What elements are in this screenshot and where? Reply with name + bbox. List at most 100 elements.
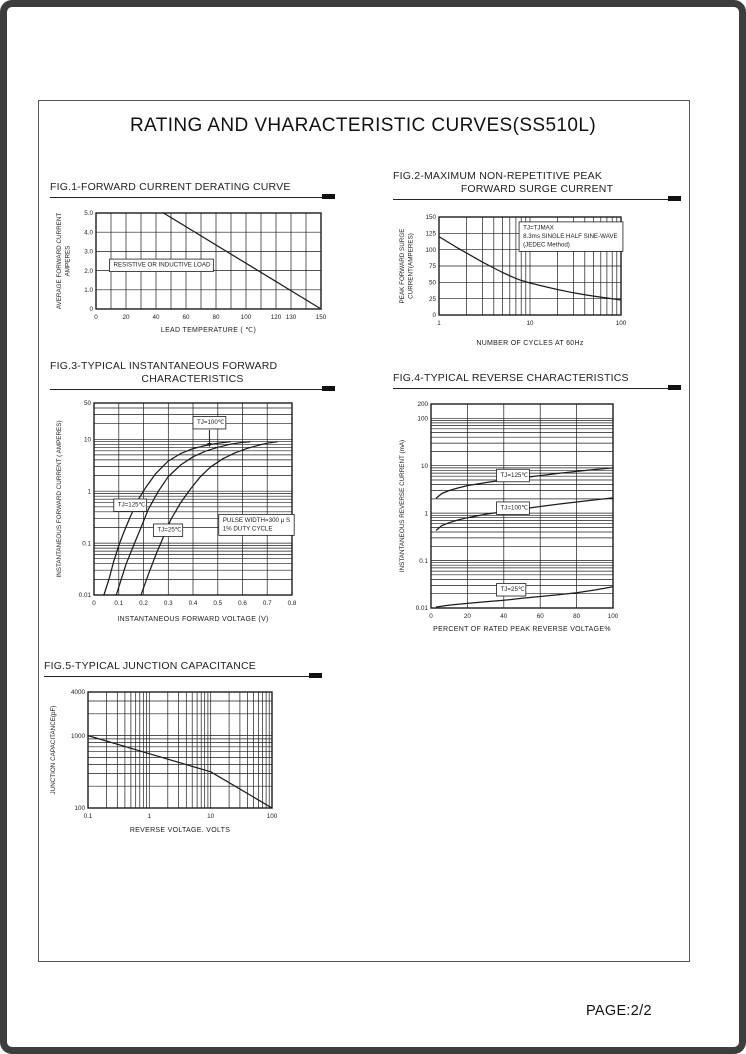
svg-text:4000: 4000 <box>71 689 86 696</box>
figure-1-derating-curve: FIG.1-FORWARD CURRENT DERATING CURVE 0 20… <box>50 181 335 345</box>
svg-text:125: 125 <box>425 231 436 238</box>
svg-text:3.0: 3.0 <box>84 249 93 256</box>
figure-2-surge-current: FIG.2-MAXIMUM NON-REPETITIVE PEAK FORWAR… <box>393 170 681 359</box>
svg-text:120: 120 <box>271 314 282 321</box>
svg-text:40: 40 <box>500 613 508 620</box>
svg-text:TJ=125℃: TJ=125℃ <box>501 472 529 479</box>
fig5-capacitance-chart: 0.1 1 10 100 100 1000 4000 REVERSE VOLTAGE. VOL… <box>50 689 278 834</box>
svg-text:60: 60 <box>182 314 190 321</box>
title-underline-mark <box>668 196 681 202</box>
svg-text:0.5: 0.5 <box>213 600 222 607</box>
svg-text:0.3: 0.3 <box>164 600 173 607</box>
svg-text:0: 0 <box>432 312 436 319</box>
svg-text:25: 25 <box>429 296 437 303</box>
fig1-derating-chart: 0 20 40 60 80 100 120 130 150 0 1.0 2.0 3.0 4.0 5.0 LEA… <box>56 210 327 334</box>
svg-text:PULSE WIDTH=300 μ S: PULSE WIDTH=300 μ S <box>223 517 290 524</box>
svg-text:60: 60 <box>537 613 545 620</box>
svg-text:4.0: 4.0 <box>84 230 93 237</box>
svg-text:40: 40 <box>152 314 160 321</box>
svg-text:1: 1 <box>87 489 91 496</box>
title-underline-mark <box>322 194 335 200</box>
svg-text:0.4: 0.4 <box>189 600 198 607</box>
svg-text:10: 10 <box>84 437 92 444</box>
title-underline-mark <box>309 673 322 679</box>
svg-text:TJ=25℃: TJ=25℃ <box>157 527 181 534</box>
figure-5-title: FIG.5-TYPICAL JUNCTION CAPACITANCE <box>44 660 322 679</box>
page-title: RATING AND VHARACTERISTIC CURVES(SS510L) <box>129 115 597 136</box>
svg-text:0.8: 0.8 <box>288 600 297 607</box>
svg-text:TJ=25℃: TJ=25℃ <box>501 586 525 593</box>
svg-text:8.3ms SINGLE HALF SINE-WAVE: 8.3ms SINGLE HALF SINE-WAVE <box>523 233 618 240</box>
svg-text:75: 75 <box>429 263 437 270</box>
svg-text:INSTANTANEOUS FORWARD CURRENT: INSTANTANEOUS FORWARD CURRENT ( AMPERES) <box>56 421 63 578</box>
figure-4-reverse-characteristics: FIG.4-TYPICAL REVERSE CHARACTERISTICS 0 2… <box>393 372 681 644</box>
svg-text:0.1: 0.1 <box>82 541 91 548</box>
svg-text:NUMBER OF CYCLES AT 60Hz: NUMBER OF CYCLES AT 60Hz <box>476 340 583 347</box>
svg-text:0: 0 <box>94 314 98 321</box>
svg-text:100: 100 <box>74 805 85 812</box>
svg-text:TJ=125℃: TJ=125℃ <box>118 502 146 509</box>
svg-text:100: 100 <box>608 613 619 620</box>
svg-text:1: 1 <box>148 813 152 820</box>
svg-text:0.2: 0.2 <box>139 600 148 607</box>
figure-2-title-line1: FIG.2-MAXIMUM NON-REPETITIVE PEAK <box>393 170 603 182</box>
svg-text:150: 150 <box>425 214 436 221</box>
figure-3-title-line2: CHARACTERISTICS <box>141 373 244 386</box>
svg-text:1000: 1000 <box>71 733 86 740</box>
svg-text:INSTANTANEOUS REVERSE CURRENT: INSTANTANEOUS REVERSE CURRENT (mA) <box>399 440 406 572</box>
svg-text:0.1: 0.1 <box>419 558 428 565</box>
figure-1-title-line: FIG.1-FORWARD CURRENT DERATING CURVE <box>50 181 291 193</box>
svg-text:0.1: 0.1 <box>114 600 123 607</box>
svg-text:PERCENT OF RATED PEAK REVERSE: PERCENT OF RATED PEAK REVERSE VOLTAGE% <box>433 626 611 633</box>
svg-text:0.7: 0.7 <box>263 600 272 607</box>
figure-4-title-line: FIG.4-TYPICAL REVERSE CHARACTERISTICS <box>393 372 629 384</box>
figure-4-title: FIG.4-TYPICAL REVERSE CHARACTERISTICS <box>393 372 681 391</box>
svg-text:100: 100 <box>417 416 428 423</box>
svg-text:130: 130 <box>286 314 297 321</box>
svg-text:0.01: 0.01 <box>416 605 429 612</box>
svg-text:100: 100 <box>425 247 436 254</box>
fig2-surge-chart: 1 10 100 0 25 50 75 100 125 150 NUMBER OF CYCLES A… <box>399 214 627 347</box>
svg-text:1: 1 <box>424 510 428 517</box>
svg-text:10: 10 <box>421 463 429 470</box>
svg-text:20: 20 <box>464 613 472 620</box>
title-underline-mark <box>322 386 335 392</box>
svg-text:TJ=100℃: TJ=100℃ <box>197 419 225 426</box>
svg-text:200: 200 <box>417 401 428 408</box>
svg-text:1: 1 <box>437 320 441 327</box>
title-underline-mark <box>668 385 681 391</box>
figure-3-title-line1: FIG.3-TYPICAL INSTANTANEOUS FORWARD <box>50 360 278 372</box>
svg-text:10: 10 <box>207 813 215 820</box>
svg-text:0.01: 0.01 <box>79 592 92 599</box>
svg-text:(JEDEC Method): (JEDEC Method) <box>523 242 570 249</box>
svg-text:5.0: 5.0 <box>84 210 93 217</box>
svg-text:2.0: 2.0 <box>84 268 93 275</box>
figure-5-title-line: FIG.5-TYPICAL JUNCTION CAPACITANCE <box>44 660 256 672</box>
svg-text:LEAD TEMPERATURE ( ℃): LEAD TEMPERATURE ( ℃) <box>161 327 256 334</box>
svg-text:0: 0 <box>429 613 433 620</box>
figure-2-title-line2: FORWARD SURGE CURRENT <box>460 183 614 196</box>
svg-text:TJ=100℃: TJ=100℃ <box>501 505 529 512</box>
svg-text:50: 50 <box>84 400 92 407</box>
svg-text:50: 50 <box>429 280 437 287</box>
svg-text:REVERSE VOLTAGE. VOLTS: REVERSE VOLTAGE. VOLTS <box>130 827 230 834</box>
svg-text:1.0: 1.0 <box>84 287 93 294</box>
svg-text:80: 80 <box>212 314 220 321</box>
svg-text:CURRENT(AMPERES): CURRENT(AMPERES) <box>408 233 415 299</box>
fig4-reverse-chart: 0 20 40 60 80 100 0.01 0.1 1 10 100 200 PERCENT OF R… <box>399 401 619 633</box>
svg-text:TJ=TJMAX: TJ=TJMAX <box>523 225 554 232</box>
svg-text:20: 20 <box>122 314 130 321</box>
svg-text:INSTANTANEOUS FORWARD VOLTAGE: INSTANTANEOUS FORWARD VOLTAGE (V) <box>117 616 268 623</box>
svg-text:0: 0 <box>92 600 96 607</box>
svg-text:PEAK FORWARD SURGE: PEAK FORWARD SURGE <box>399 229 406 304</box>
svg-text:10: 10 <box>526 320 534 327</box>
figure-3-forward-characteristics: FIG.3-TYPICAL INSTANTANEOUS FORWARD CHAR… <box>50 360 335 637</box>
svg-text:0: 0 <box>89 306 93 313</box>
figure-3-title: FIG.3-TYPICAL INSTANTANEOUS FORWARD CHAR… <box>50 360 335 392</box>
svg-text:AMPERES: AMPERES <box>65 246 72 277</box>
svg-text:150: 150 <box>316 314 327 321</box>
svg-text:100: 100 <box>267 813 278 820</box>
figure-1-title: FIG.1-FORWARD CURRENT DERATING CURVE <box>50 181 335 200</box>
svg-text:AVERAGE FORWARD CURRENT: AVERAGE FORWARD CURRENT <box>56 213 63 310</box>
